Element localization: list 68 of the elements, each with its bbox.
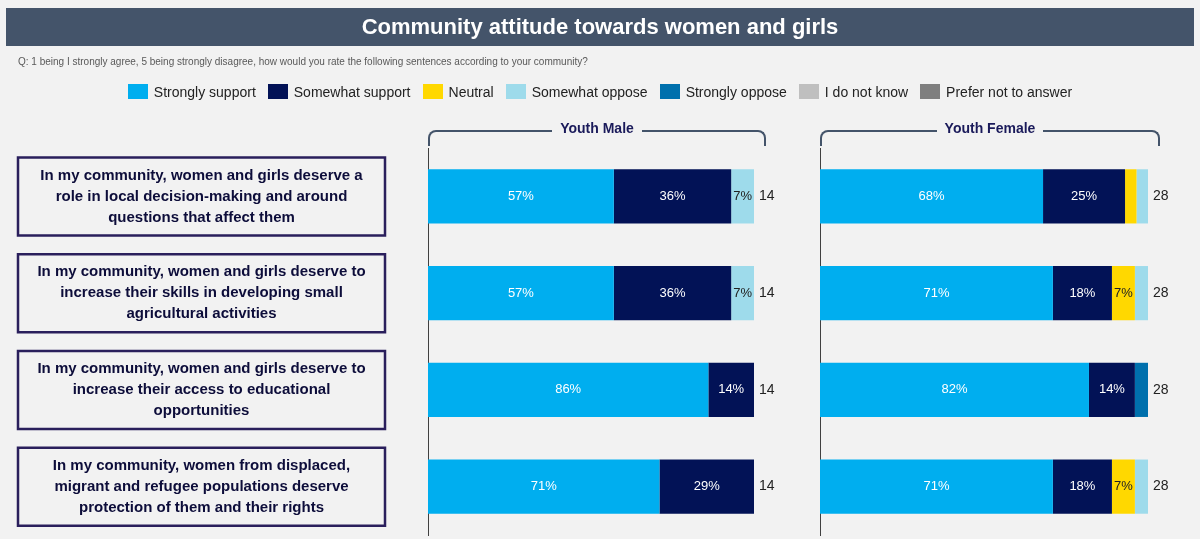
data-label: 57% bbox=[507, 284, 535, 300]
data-label: 14% bbox=[1098, 381, 1126, 397]
bar bbox=[731, 169, 754, 224]
bar bbox=[1052, 266, 1112, 321]
data-label: 7% bbox=[1114, 284, 1134, 300]
data-label: 71% bbox=[530, 478, 558, 494]
bar bbox=[428, 459, 660, 514]
bar bbox=[1043, 169, 1126, 224]
text: 28 bbox=[1153, 187, 1169, 204]
data-label: 36% bbox=[659, 284, 686, 300]
legend-label: Somewhat support bbox=[293, 84, 411, 100]
y-tick-label: In my community, women from displaced, migrant and refugee populations deserve protection of them and their rights bbox=[52, 455, 351, 515]
legend-label: I do not know bbox=[824, 84, 909, 100]
text: 28 bbox=[1153, 477, 1169, 494]
bar bbox=[1088, 362, 1135, 417]
data-label: 14% bbox=[718, 381, 745, 397]
data-label: 36% bbox=[659, 187, 686, 203]
text: 14 bbox=[759, 283, 775, 300]
y-tick-label: In my community, women and girls deserve to increase their access to educational opportunities bbox=[37, 359, 366, 419]
bar bbox=[708, 362, 754, 417]
data-label: 25% bbox=[1071, 187, 1098, 203]
data-label: 7% bbox=[733, 284, 753, 300]
bar bbox=[820, 266, 1053, 321]
data-label: 29% bbox=[693, 478, 721, 494]
legend-label: Strongly oppose bbox=[685, 84, 787, 100]
bar bbox=[1136, 169, 1148, 224]
data-label: 71% bbox=[923, 478, 950, 494]
bar bbox=[428, 266, 614, 321]
bar bbox=[1111, 459, 1135, 514]
legend-label: Prefer not to answer bbox=[946, 84, 1073, 100]
bar bbox=[1052, 459, 1112, 514]
y-tick-label: In my community, women and girls deserve to increase their skills in developing small agricultural activities bbox=[37, 262, 366, 322]
text: 14 bbox=[759, 477, 775, 494]
bar bbox=[820, 362, 1089, 417]
bar bbox=[1111, 266, 1135, 321]
data-label: 86% bbox=[555, 381, 582, 397]
data-label: 57% bbox=[507, 187, 535, 203]
data-label: 7% bbox=[733, 187, 753, 203]
bar bbox=[820, 459, 1053, 514]
data-label: 18% bbox=[1069, 478, 1096, 494]
bar bbox=[613, 169, 732, 224]
bar bbox=[613, 266, 732, 321]
bar bbox=[1134, 362, 1148, 417]
text: 28 bbox=[1153, 283, 1169, 300]
legend-label: Strongly support bbox=[153, 84, 256, 100]
bar bbox=[820, 169, 1044, 224]
data-label: 68% bbox=[918, 187, 945, 203]
text: 28 bbox=[1153, 380, 1169, 397]
bar bbox=[659, 459, 754, 514]
text: Q: 1 being I strongly agree, 5 being strongly disagree, how would you rate the following sentences according to your community? bbox=[18, 56, 588, 67]
bar bbox=[428, 169, 614, 224]
bar bbox=[731, 266, 754, 321]
bar bbox=[1134, 266, 1148, 321]
data-label: 7% bbox=[1114, 478, 1134, 494]
data-label: 18% bbox=[1069, 284, 1096, 300]
legend-title: Youth Male bbox=[552, 120, 642, 136]
data-label: 82% bbox=[941, 381, 968, 397]
chart-title: Community attitude towards women and girls bbox=[6, 8, 1194, 46]
legend-label: Neutral bbox=[448, 84, 494, 100]
legend-label: Somewhat oppose bbox=[531, 84, 648, 100]
y-tick-label: In my community, women and girls deserve a role in local decision-making and around questions that affect them bbox=[40, 165, 364, 225]
text: 14 bbox=[759, 187, 775, 204]
legend-title: Youth Female bbox=[936, 120, 1044, 136]
data-label: 71% bbox=[923, 284, 950, 300]
bar bbox=[1125, 169, 1137, 224]
text: 14 bbox=[759, 380, 775, 397]
bar bbox=[1134, 459, 1148, 514]
bar bbox=[428, 362, 709, 417]
